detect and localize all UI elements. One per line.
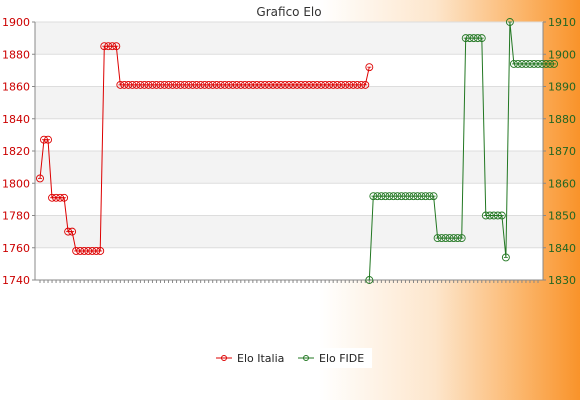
- y-left-tick-label: 1760: [2, 242, 30, 255]
- data-point: [501, 253, 510, 262]
- data-point: [429, 192, 438, 201]
- data-point: [96, 247, 105, 255]
- y-left-tick-label: 1780: [2, 210, 30, 223]
- legend-label-italia: Elo Italia: [237, 352, 284, 365]
- data-point: [44, 135, 52, 144]
- legend-label-fide: Elo FIDE: [319, 352, 364, 365]
- y-left-tick-label: 1900: [2, 16, 30, 29]
- data-point: [60, 193, 69, 202]
- y-right-tick-label: 1880: [548, 113, 576, 126]
- legend-item-fide: Elo FIDE: [298, 352, 364, 365]
- y-right-tick-label: 1840: [548, 242, 576, 255]
- legend-marker-fide: [303, 355, 309, 361]
- y-right-tick-label: 1860: [548, 177, 576, 190]
- grid-band: [35, 86, 543, 119]
- data-point: [36, 174, 44, 183]
- data-point: [112, 42, 121, 51]
- grid-band: [35, 151, 543, 184]
- data-point: [365, 63, 374, 72]
- y-left-tick-label: 1860: [2, 81, 30, 94]
- legend-item-italia: Elo Italia: [216, 352, 284, 365]
- data-point: [505, 18, 514, 26]
- y-left-tick-label: 1800: [2, 177, 30, 190]
- y-right-tick-label: 1870: [548, 145, 576, 158]
- data-point: [365, 276, 374, 284]
- y-left-tick-label: 1880: [2, 48, 30, 61]
- chart-title: Grafico Elo: [256, 5, 321, 19]
- y-right-tick-label: 1900: [548, 48, 576, 61]
- data-point: [457, 234, 466, 243]
- data-point: [497, 211, 506, 220]
- y-right-tick-label: 1830: [548, 274, 576, 287]
- y-right-tick-label: 1850: [548, 210, 576, 223]
- grid-band: [35, 215, 543, 248]
- data-point: [550, 59, 559, 68]
- data-point: [477, 34, 486, 43]
- data-point: [68, 227, 77, 236]
- legend-box: [211, 348, 372, 368]
- legend-marker-italia: [221, 355, 227, 361]
- legend: Elo Italia Elo FIDE: [211, 348, 372, 368]
- y-left-tick-label: 1820: [2, 145, 30, 158]
- y-right-tick-label: 1910: [548, 16, 576, 29]
- grid-band: [35, 22, 543, 55]
- y-left-tick-label: 1840: [2, 113, 30, 126]
- y-left-tick-label: 1740: [2, 274, 30, 287]
- y-right-tick-label: 1890: [548, 81, 576, 94]
- data-point: [361, 80, 370, 89]
